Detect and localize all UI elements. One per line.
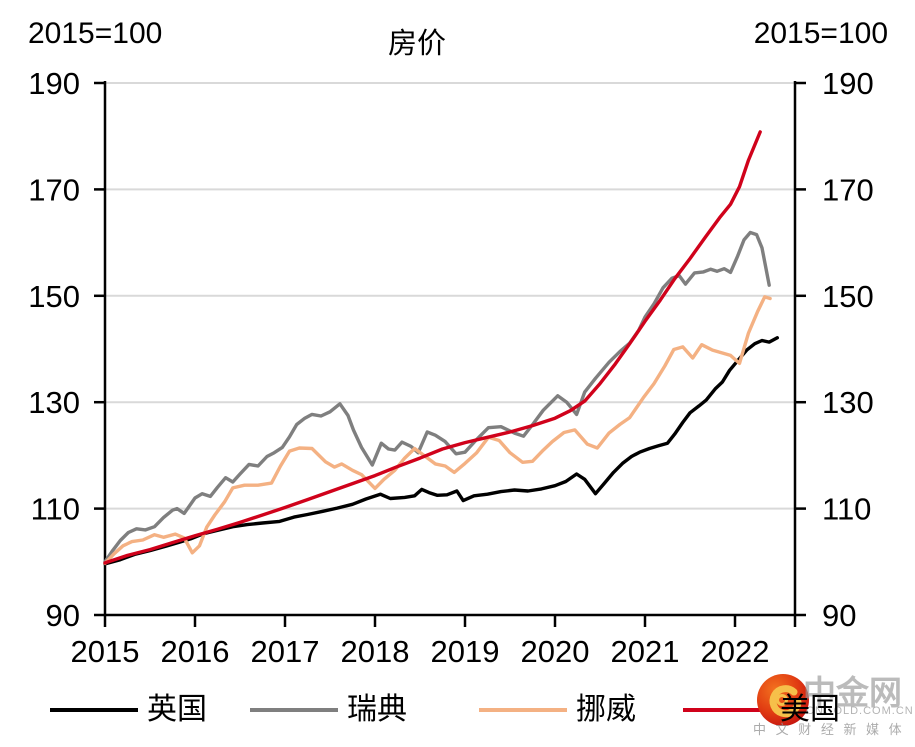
legend-label-sweden: 瑞典 (347, 693, 407, 726)
y-tick-label-left-190: 190 (28, 66, 80, 101)
y-tick-label-right-170: 170 (822, 172, 874, 207)
watermark-domain: CNGOLD.COM.CN (806, 705, 914, 717)
watermark-brand: 中金网 (803, 674, 902, 711)
x-tick-label-2017: 2017 (251, 634, 320, 669)
y-tick-label-left-110: 110 (31, 492, 80, 527)
x-tick-label-2016: 2016 (161, 634, 230, 669)
chart-title: 房价 (387, 28, 447, 60)
norway-line-swatch (479, 708, 567, 712)
legend-label-uk: 英国 (147, 693, 207, 726)
series-line-uk (103, 336, 779, 566)
y-tick-label-left-130: 130 (28, 385, 80, 420)
uk-line-swatch (50, 708, 138, 712)
y-tick-label-right-90: 90 (822, 598, 856, 633)
y-tick-label-left-90: 90 (46, 598, 80, 633)
legend-item-uk: 英国 (50, 692, 207, 728)
y-tick-label-left-150: 150 (28, 279, 80, 314)
sweden-line-swatch (250, 708, 338, 712)
chart-legend: 英国 瑞典 挪威 美国 (0, 692, 915, 732)
x-tick-label-2022: 2022 (701, 634, 770, 669)
series-line-norway (103, 295, 772, 566)
y-tick-label-right-110: 110 (822, 492, 871, 527)
y-tick-label-left-170: 170 (28, 172, 80, 207)
y-tick-label-right-130: 130 (822, 385, 874, 420)
legend-item-sweden: 瑞典 (250, 692, 407, 728)
legend-label-norway: 挪威 (576, 693, 636, 726)
x-tick-label-2021: 2021 (611, 634, 680, 669)
x-tick-label-2020: 2020 (521, 634, 590, 669)
x-tick-label-2018: 2018 (341, 634, 410, 669)
watermark-tagline: 中 文 财 经 新 媒 体 (753, 722, 905, 737)
y-tick-label-right-190: 190 (822, 66, 874, 101)
axis-unit-note-right: 2015=100 (753, 17, 888, 50)
series-line-sweden (103, 230, 771, 564)
x-tick-label-2015: 2015 (71, 634, 140, 669)
cngold-logo-icon (757, 674, 809, 726)
us-line-swatch (683, 708, 771, 712)
watermark: 中金网 CNGOLD.COM.CN 中 文 财 经 新 媒 体 (753, 666, 915, 737)
axis-unit-note-left: 2015=100 (28, 17, 163, 50)
x-tick-label-2019: 2019 (431, 634, 500, 669)
y-tick-label-right-150: 150 (822, 279, 874, 314)
legend-item-us: 美国 (683, 692, 840, 728)
series-line-us (103, 130, 762, 565)
legend-item-norway: 挪威 (479, 692, 636, 728)
legend-label-us: 美国 (780, 693, 840, 726)
